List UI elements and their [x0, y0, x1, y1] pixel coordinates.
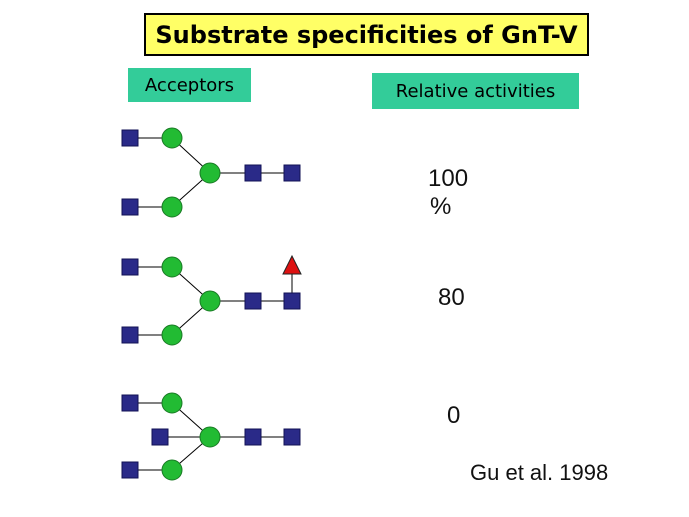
square-node — [121, 326, 139, 344]
square-node — [283, 164, 301, 182]
square-node — [121, 129, 139, 147]
activity-number: 100 — [428, 165, 469, 192]
acceptor-structure-2 — [121, 254, 302, 346]
circle-node — [161, 127, 183, 149]
circle-node — [161, 256, 183, 278]
activity-number: 80 — [438, 284, 465, 311]
acceptor-structure-3 — [121, 392, 301, 481]
square-node — [244, 292, 262, 310]
triangle-node — [282, 254, 302, 275]
acceptors-label: Acceptors — [128, 68, 251, 102]
slide-title: Substrate specificities of GnT-V — [144, 13, 589, 56]
circle-node — [161, 324, 183, 346]
circle-node — [161, 459, 183, 481]
circle-node — [199, 162, 221, 184]
activity-value-3: 0 — [447, 402, 460, 430]
square-node — [121, 461, 139, 479]
activity-number: 0 — [447, 402, 461, 429]
circle-node — [199, 426, 221, 448]
circle-node — [161, 196, 183, 218]
square-node — [121, 258, 139, 276]
acceptor-structure-1 — [121, 127, 301, 218]
activity-value-2: 80 — [438, 284, 465, 312]
square-node — [283, 292, 301, 310]
activity-value-1: 100 % — [428, 165, 468, 221]
circle-node — [199, 290, 221, 312]
square-node — [121, 394, 139, 412]
square-node — [121, 198, 139, 216]
square-node — [151, 428, 169, 446]
reference-citation: Gu et al. 1998 — [470, 460, 609, 485]
square-node — [244, 164, 262, 182]
square-node — [244, 428, 262, 446]
relative-activities-label: Relative activities — [372, 73, 579, 109]
square-node — [283, 428, 301, 446]
circle-node — [161, 392, 183, 414]
activity-unit: % — [430, 193, 452, 220]
